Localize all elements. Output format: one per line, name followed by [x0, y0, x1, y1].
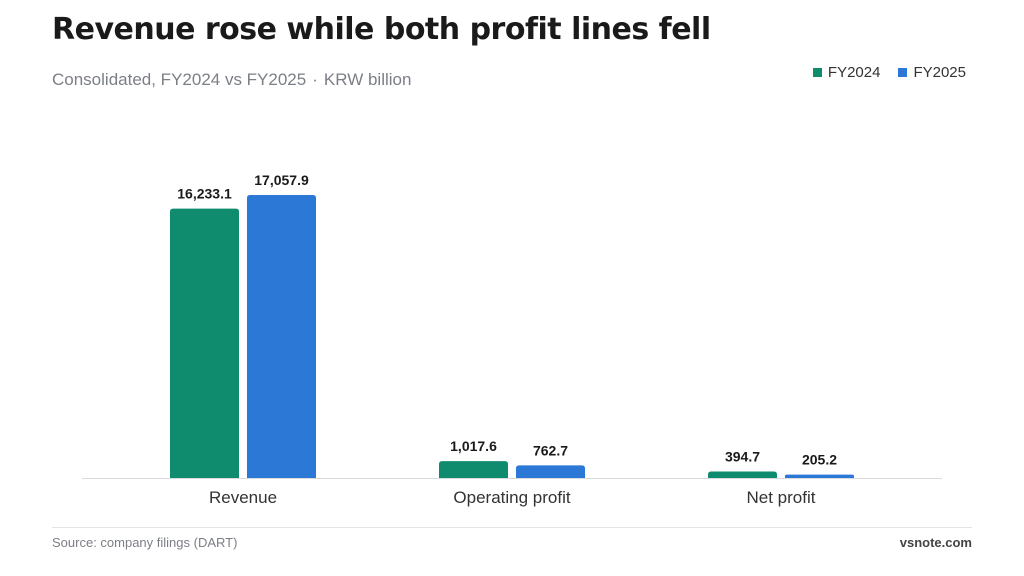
footer-divider [52, 527, 972, 528]
data-label-net-profit-fy2025: 205.2 [802, 452, 837, 468]
data-label-net-profit-fy2024: 394.7 [725, 448, 760, 464]
data-label-revenue-fy2025: 17,057.9 [254, 172, 309, 188]
data-label-operating-profit-fy2024: 1,017.6 [450, 438, 497, 454]
legend-label-fy2025: FY2025 [913, 64, 966, 81]
legend-label-fy2024: FY2024 [827, 64, 881, 81]
bar-revenue-fy2024 [170, 208, 239, 478]
category-label-operating-profit: Operating profit [453, 488, 570, 507]
brand-label: vsnote.com [899, 535, 972, 550]
source-note: Source: company filings (DART) [52, 535, 238, 550]
chart-title: Revenue rose while both profit lines fel… [52, 12, 711, 47]
subtitle-unit: KRW billion [323, 70, 412, 89]
chart-subtitle: Consolidated, FY2024 vs FY2025 · KRW billi… [52, 70, 411, 90]
legend-swatch-fy2024 [812, 68, 822, 77]
bar-net-profit-fy2024 [708, 471, 777, 478]
data-label-operating-profit-fy2025: 762.7 [533, 442, 568, 458]
legend-swatch-fy2025 [898, 68, 908, 77]
bar-revenue-fy2025 [247, 195, 316, 478]
legend: FY2024 FY2025 [812, 64, 966, 81]
bar-operating-profit-fy2024 [439, 461, 508, 478]
category-label-revenue: Revenue [209, 488, 277, 507]
bar-operating-profit-fy2025 [516, 465, 585, 478]
subtitle-separator: · [312, 70, 318, 89]
data-label-revenue-fy2024: 16,233.1 [177, 186, 232, 202]
legend-item-fy2025: FY2025 [898, 64, 966, 81]
bar-net-profit-fy2025 [785, 474, 854, 478]
subtitle-scope: Consolidated, FY2024 vs FY2025 [52, 70, 307, 89]
legend-item-fy2024: FY2024 [812, 64, 881, 81]
category-label-net-profit: Net profit [747, 488, 816, 507]
